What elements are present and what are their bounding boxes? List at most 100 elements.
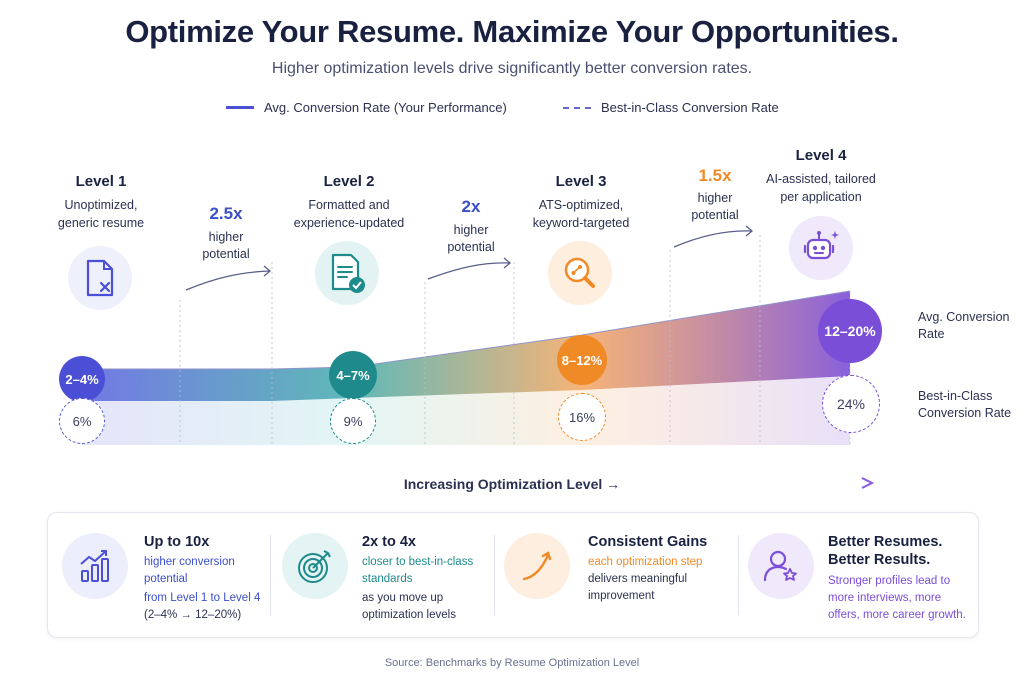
card-2-highlight: closer to best-in-class standards bbox=[362, 554, 473, 588]
right-label-best: Best-in-Class Conversion Rate bbox=[918, 388, 1011, 422]
summary-card-3: Consistent Gains each optimization step … bbox=[494, 513, 726, 637]
right-label-best-line2: Conversion Rate bbox=[918, 406, 1012, 420]
guide-lines bbox=[179, 235, 851, 445]
legend-best-label: Best-in-Class Conversion Rate bbox=[601, 100, 779, 115]
multiplier-arrow-2 bbox=[427, 262, 511, 280]
level-3-desc-line1: ATS-optimized, bbox=[538, 198, 624, 212]
right-label-best-line1: Best-in-Class bbox=[918, 389, 993, 403]
card-divider-1 bbox=[270, 535, 271, 615]
multiplier-arrow-3 bbox=[673, 230, 753, 248]
best-in-class-area bbox=[82, 376, 850, 445]
level-3-title: Level 3 bbox=[555, 173, 607, 190]
summary-card-2: 2x to 4x closer to best-in-class standard… bbox=[278, 513, 510, 637]
avg-conversion-area bbox=[82, 291, 850, 401]
multiplier-arrow-head-1 bbox=[263, 265, 272, 277]
card-4-title-line2: Better Results. bbox=[828, 552, 931, 568]
legend-best-swatch bbox=[563, 106, 591, 109]
card-3-body-line1: delivers meaningful bbox=[588, 573, 688, 585]
multiplier-3-line2: potential bbox=[691, 208, 739, 222]
legend-avg: Avg. Conversion Rate (Your Performance) bbox=[226, 100, 507, 115]
level-2-desc-line1: Formatted and bbox=[308, 198, 390, 212]
robot-icon bbox=[803, 231, 839, 260]
summary-card-1: Up to 10x higher conversion potential fro… bbox=[48, 513, 280, 637]
level-3-desc: ATS-optimized, keyword-targeted bbox=[505, 196, 657, 232]
axis-arrow-head bbox=[861, 477, 875, 489]
level-1-desc: Unoptimized, generic resume bbox=[30, 196, 172, 232]
card-1-hi-line1: higher conversion bbox=[144, 556, 235, 568]
card-4-hi-line2: more interviews, more bbox=[828, 592, 942, 604]
best-point-level-4: 24% bbox=[822, 375, 880, 433]
best-point-level-3: 16% bbox=[558, 393, 606, 441]
level-4-title: Level 4 bbox=[795, 147, 847, 164]
x-axis-label: Increasing Optimization Level → bbox=[403, 476, 621, 492]
level-4-desc: AI-assisted, tailored per application bbox=[741, 170, 901, 206]
trend-arrow-icon bbox=[522, 551, 552, 581]
level-1-icon bbox=[68, 246, 132, 310]
page-title: Optimize Your Resume. Maximize Your Oppo… bbox=[125, 14, 899, 49]
target-icon bbox=[298, 550, 331, 583]
multiplier-3-value: 1.5x bbox=[698, 166, 732, 185]
level-1-title: Level 1 bbox=[75, 173, 127, 190]
level-1-desc-line1: Unoptimized, bbox=[64, 198, 138, 212]
card-4-icon bbox=[748, 533, 814, 599]
summary-card-4: Better Resumes. Better Results. Stronger … bbox=[738, 513, 978, 637]
card-4-title: Better Resumes. Better Results. bbox=[828, 533, 942, 569]
card-4-hi-line3: offers, more career growth. bbox=[828, 609, 966, 621]
level-2-desc: Formatted and experience-updated bbox=[274, 196, 424, 232]
card-3-body: delivers meaningful improvement bbox=[588, 571, 687, 605]
multiplier-1-value: 2.5x bbox=[209, 204, 243, 223]
card-1-body-line1: from Level 1 to Level 4 bbox=[144, 592, 261, 604]
card-2-icon bbox=[282, 533, 348, 599]
card-1-body-line2: (2–4% → 12–20%) bbox=[144, 609, 242, 621]
page-subtitle: Higher optimization levels drive signifi… bbox=[271, 60, 753, 77]
card-3-title: Consistent Gains bbox=[588, 534, 708, 550]
card-2-body-line1: as you move up bbox=[362, 592, 444, 604]
level-4-desc-line2: per application bbox=[780, 190, 862, 204]
best-point-level-2: 9% bbox=[330, 398, 376, 444]
card-4-title-line1: Better Resumes. bbox=[828, 534, 943, 550]
right-label-avg: Avg. Conversion Rate bbox=[918, 309, 1010, 343]
right-label-avg-line2: Rate bbox=[918, 327, 945, 341]
card-2-hi-line1: closer to best-in-class bbox=[362, 556, 474, 568]
level-3-desc-line2: keyword-targeted bbox=[532, 216, 630, 230]
avg-point-level-3: 8–12% bbox=[557, 335, 607, 385]
level-1-desc-line2: generic resume bbox=[57, 216, 145, 230]
avg-point-level-2: 4–7% bbox=[329, 351, 377, 399]
level-4-desc-line1: AI-assisted, tailored bbox=[766, 172, 876, 186]
multiplier-1-line1: higher bbox=[208, 230, 244, 244]
legend-avg-label: Avg. Conversion Rate (Your Performance) bbox=[264, 100, 507, 115]
file-x-icon bbox=[86, 259, 114, 297]
multiplier-arrows bbox=[185, 225, 754, 291]
best-point-level-1: 6% bbox=[59, 398, 105, 444]
card-1-title: Up to 10x bbox=[144, 534, 210, 550]
right-label-avg-line1: Avg. Conversion bbox=[918, 310, 1010, 324]
card-2-body: as you move up optimization levels bbox=[362, 590, 456, 624]
card-1-icon bbox=[62, 533, 128, 599]
card-1-highlight: higher conversion potential bbox=[144, 554, 235, 588]
multiplier-arrow-head-2 bbox=[503, 257, 512, 269]
search-icon bbox=[564, 257, 595, 288]
card-2-body-line2: optimization levels bbox=[362, 609, 456, 621]
user-star-icon bbox=[763, 550, 797, 582]
multiplier-1-line2: potential bbox=[202, 247, 250, 261]
multiplier-arrow-1 bbox=[185, 270, 271, 291]
multiplier-arrow-head-3 bbox=[745, 225, 754, 237]
multiplier-2-line1: higher bbox=[453, 223, 489, 237]
level-2-desc-line2: experience-updated bbox=[293, 216, 405, 230]
card-2-hi-line2: standards bbox=[362, 573, 413, 585]
multiplier-1-text: higher potential bbox=[186, 229, 266, 263]
avg-point-level-1: 2–4% bbox=[59, 356, 105, 402]
card-3-highlight: each optimization step bbox=[588, 556, 703, 568]
legend-best: Best-in-Class Conversion Rate bbox=[563, 100, 779, 115]
bar-chart-icon bbox=[80, 550, 109, 582]
multiplier-2-text: higher potential bbox=[431, 222, 511, 256]
multiplier-2-value: 2x bbox=[461, 197, 481, 216]
level-3-icon bbox=[548, 241, 612, 305]
level-2-title: Level 2 bbox=[323, 173, 375, 190]
level-4-icon bbox=[789, 216, 853, 280]
card-divider-3 bbox=[738, 535, 739, 615]
card-4-hi-line1: Stronger profiles lead to bbox=[828, 575, 951, 587]
card-2-title: 2x to 4x bbox=[362, 534, 416, 550]
card-divider-2 bbox=[494, 535, 495, 615]
card-1-hi-line2: potential bbox=[144, 573, 188, 585]
